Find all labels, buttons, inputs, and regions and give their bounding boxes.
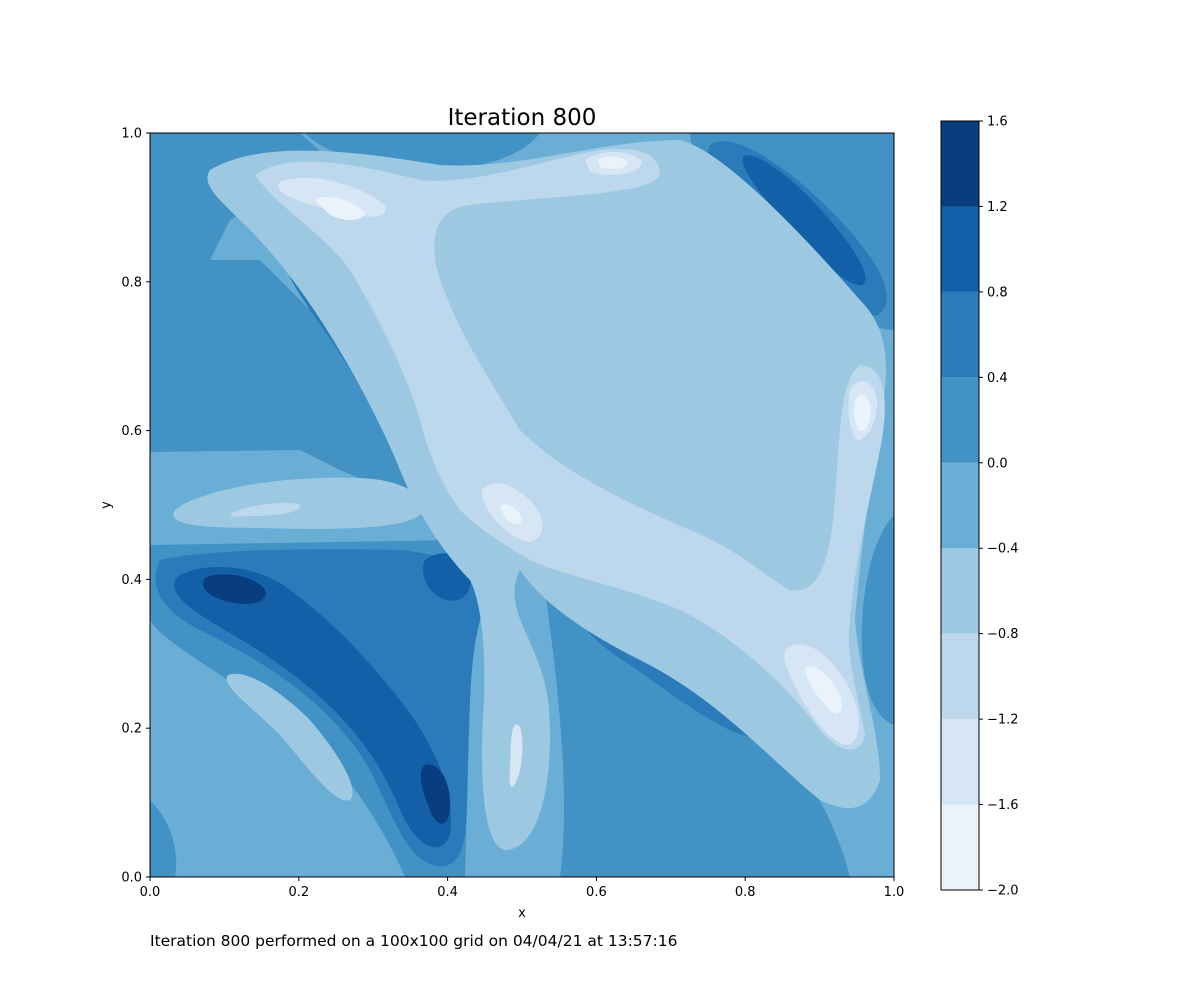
figure-caption: Iteration 800 performed on a 100x100 gri…	[150, 932, 678, 950]
colorbar-band	[941, 719, 979, 805]
contour-region-min-east	[854, 394, 871, 432]
colorbar-tick-label: −1.6	[987, 798, 1019, 813]
colorbar-band	[941, 462, 979, 549]
contour-region-ne-core	[742, 155, 866, 286]
colorbar-band	[941, 377, 979, 463]
contour-region-east	[861, 515, 894, 725]
y-tick-label: 0.6	[121, 424, 142, 439]
y-axis: 0.0 0.2 0.4 0.6 0.8 1.0	[121, 127, 150, 886]
y-tick-label: 0.4	[121, 573, 142, 588]
x-tick-label: 0.4	[437, 885, 458, 900]
y-axis-label: y	[99, 501, 114, 509]
colorbar-tick-label: 0.8	[987, 285, 1008, 300]
colorbar-tick-label: 1.6	[987, 115, 1008, 130]
x-axis-label: x	[518, 906, 526, 921]
contour-region-valley-inner	[255, 148, 885, 750]
x-tick-label: 0.2	[288, 885, 309, 900]
contour-region-peak-west	[202, 574, 266, 604]
y-tick-label: 0.2	[121, 722, 142, 737]
colorbar-tick-label: −1.2	[987, 713, 1019, 728]
contour-region-min-se	[805, 665, 842, 714]
contour-region-sw-core	[174, 566, 451, 848]
colorbar-tick-label: −2.0	[987, 884, 1019, 899]
chart-title: Iteration 800	[448, 105, 597, 131]
colorbar-tick-label: −0.4	[987, 542, 1019, 557]
colorbar-tick-label: 1.2	[987, 200, 1008, 215]
colorbar-tick-label: 0.4	[987, 371, 1008, 386]
contour-region-valley-sw	[226, 673, 353, 801]
contour-region-valley-inner-west	[230, 502, 301, 517]
y-tick-label: 0.8	[121, 275, 142, 290]
y-tick-label: 1.0	[121, 127, 142, 142]
colorbar-tick-label: 0.0	[987, 456, 1008, 471]
colorbar-frame	[940, 120, 980, 891]
colorbar-band	[941, 291, 979, 378]
contour-region-south-left	[150, 800, 177, 877]
contour-region-nw	[150, 133, 440, 500]
x-tick-label: 0.0	[140, 885, 161, 900]
plot-frame	[149, 132, 895, 878]
colorbar: −2.0 −1.6 −1.2 −0.8 −0.4 0.0 0.4 0.8 1.2 1.6	[940, 115, 1019, 899]
contour-region-peak-south	[420, 764, 451, 824]
x-axis: 0.0 0.2 0.4 0.6 0.8 1.0	[140, 877, 905, 900]
contour-plot-area	[150, 133, 894, 877]
y-tick-label: 0.0	[121, 871, 142, 886]
contour-region-low-south	[509, 724, 523, 787]
colorbar-band	[941, 206, 979, 292]
colorbar-tick-label: −0.8	[987, 627, 1019, 642]
contour-region-min-n	[598, 156, 628, 169]
contour-region-min-nw	[315, 196, 365, 221]
x-tick-label: 1.0	[884, 885, 905, 900]
x-tick-label: 0.6	[586, 885, 607, 900]
colorbar-band	[941, 121, 979, 207]
colorbar-band	[941, 633, 979, 720]
x-tick-label: 0.8	[735, 885, 756, 900]
contour-region-min-center	[500, 504, 522, 524]
contour-region-se	[545, 590, 850, 877]
colorbar-band	[941, 548, 979, 634]
colorbar-band	[941, 804, 979, 890]
